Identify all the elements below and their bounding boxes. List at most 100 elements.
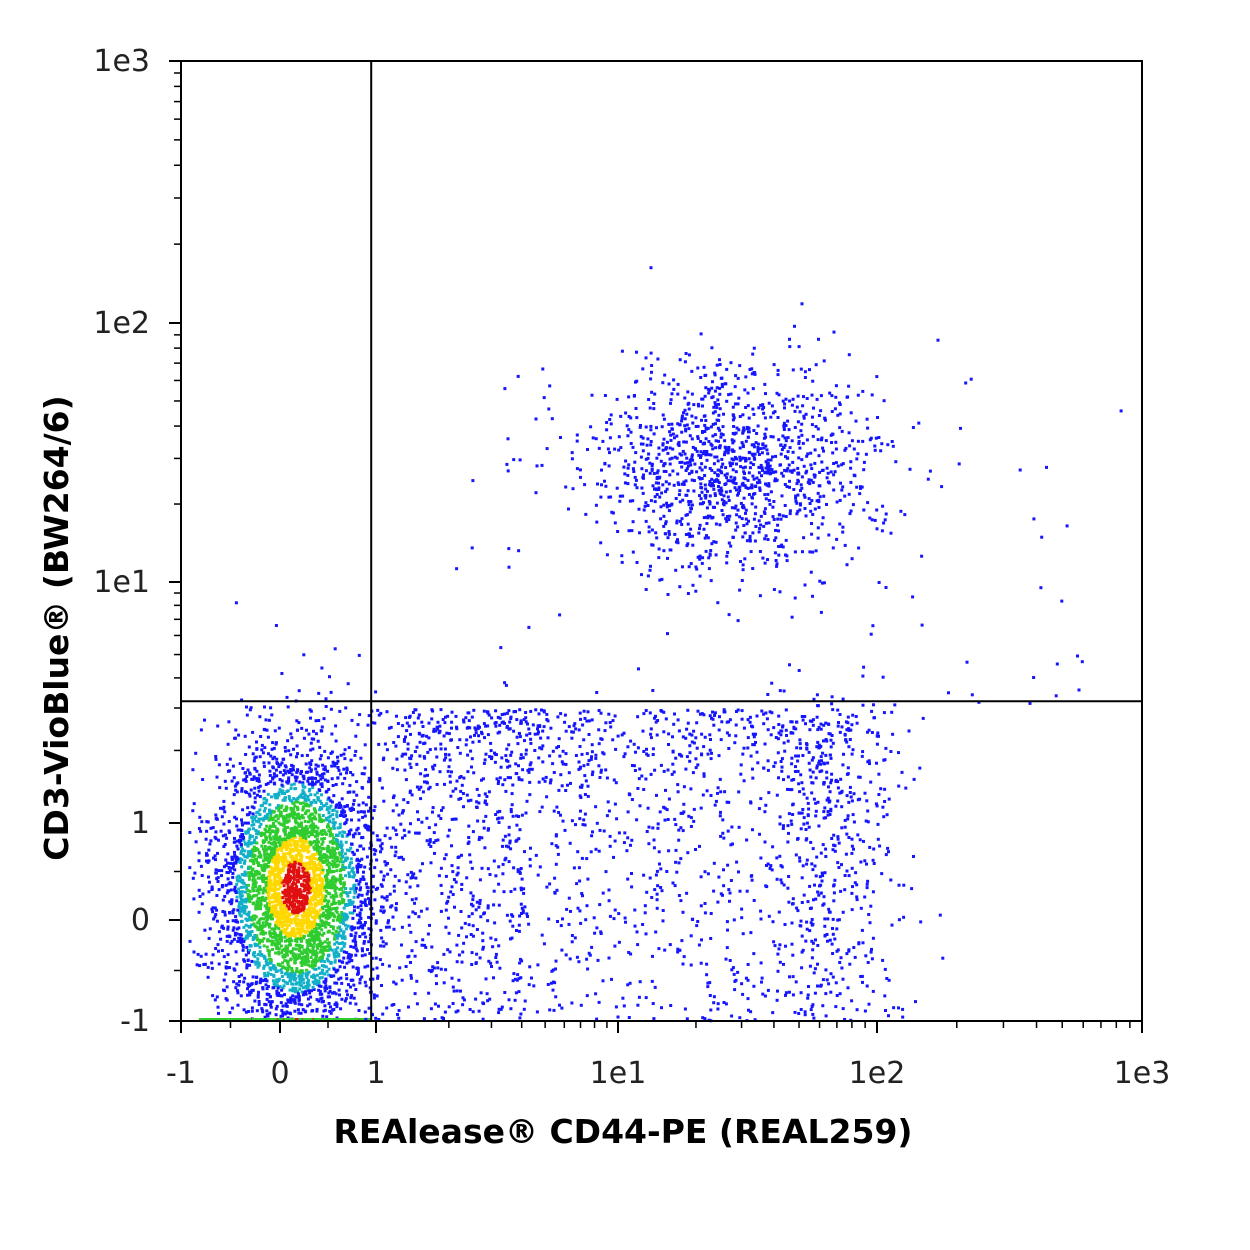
event-dot <box>846 817 850 821</box>
event-dot <box>233 736 237 740</box>
event-dot <box>252 759 256 763</box>
event-dot <box>638 980 642 984</box>
event-dot <box>301 960 305 964</box>
event-dot <box>296 970 300 974</box>
event-dot <box>239 994 243 998</box>
event-dot <box>234 1018 238 1021</box>
event-dot <box>335 894 339 898</box>
event-dot <box>322 767 326 771</box>
event-dot <box>342 922 345 926</box>
event-dot <box>305 908 309 912</box>
event-dot <box>309 926 313 930</box>
event-dot <box>301 993 305 997</box>
event-dot <box>347 849 351 853</box>
event-dot <box>288 843 292 847</box>
event-dot <box>455 989 459 993</box>
event-dot <box>245 705 248 709</box>
event-dot <box>676 790 680 794</box>
event-dot <box>503 834 507 838</box>
event-dot <box>285 841 289 844</box>
event-dot <box>262 937 266 941</box>
event-dot <box>267 861 271 865</box>
event-dot <box>298 955 302 959</box>
event-dot <box>487 713 491 717</box>
event-dot <box>246 993 249 997</box>
event-dot <box>364 904 368 907</box>
event-dot <box>313 815 317 819</box>
event-dot <box>296 875 300 879</box>
event-dot <box>206 965 210 969</box>
event-dot <box>307 988 310 992</box>
event-dot <box>315 831 319 835</box>
event-dot <box>284 807 288 811</box>
event-dot <box>238 980 242 983</box>
event-dot <box>288 901 292 905</box>
event-dot <box>198 815 202 819</box>
event-dot <box>235 899 239 903</box>
event-dot <box>347 954 351 958</box>
event-dot <box>313 1018 317 1021</box>
event-dot <box>283 843 287 847</box>
event-dot <box>217 838 220 842</box>
event-dot <box>291 801 295 805</box>
event-dot <box>244 830 248 834</box>
event-dot <box>287 974 291 978</box>
event-dot <box>238 876 242 880</box>
event-dot <box>263 845 267 848</box>
event-dot <box>335 940 339 944</box>
event-dot <box>225 891 229 895</box>
event-dot <box>263 956 267 960</box>
event-dot <box>359 810 363 814</box>
event-dot <box>209 826 213 830</box>
event-dot <box>397 856 401 860</box>
event-dot <box>268 803 272 807</box>
event-dot <box>288 869 292 873</box>
event-dot <box>245 855 249 859</box>
event-dot <box>292 1000 296 1004</box>
event-dot <box>363 923 366 927</box>
event-dot <box>269 967 273 970</box>
event-dot <box>323 989 327 993</box>
event-dot <box>338 993 341 997</box>
event-dot <box>244 779 248 783</box>
event-dot <box>328 867 331 871</box>
event-dot <box>352 852 356 856</box>
event-dot <box>291 905 295 909</box>
event-dot <box>516 973 520 977</box>
event-dot <box>511 783 515 787</box>
event-dot <box>667 743 670 746</box>
event-dot <box>515 978 519 982</box>
event-dot <box>338 853 342 857</box>
event-dot <box>257 773 261 777</box>
event-dot <box>237 983 241 987</box>
event-dot <box>586 967 590 971</box>
event-dot <box>277 726 281 730</box>
event-dot <box>292 807 296 811</box>
event-dot <box>284 907 288 911</box>
event-dot <box>277 809 281 813</box>
event-dot <box>554 967 557 971</box>
event-dot <box>324 984 328 988</box>
event-dot <box>320 666 324 670</box>
event-dot <box>254 1018 258 1021</box>
event-dot <box>586 877 590 881</box>
event-dot <box>307 970 311 974</box>
event-dot <box>325 816 328 820</box>
event-dot <box>316 739 320 743</box>
event-dot <box>340 901 344 905</box>
event-dot <box>244 900 248 904</box>
event-dot <box>314 958 318 962</box>
event-dot <box>320 928 324 932</box>
event-dot <box>331 846 335 850</box>
event-dot <box>287 795 291 798</box>
event-dot <box>307 732 311 736</box>
event-dot <box>272 847 276 851</box>
event-dot <box>297 1002 301 1006</box>
event-dot <box>264 863 268 867</box>
event-dot <box>252 823 256 827</box>
event-dot <box>684 736 688 740</box>
event-dot <box>300 903 304 907</box>
event-dot <box>236 857 240 861</box>
event-dot <box>236 920 240 924</box>
event-dot <box>294 908 298 912</box>
